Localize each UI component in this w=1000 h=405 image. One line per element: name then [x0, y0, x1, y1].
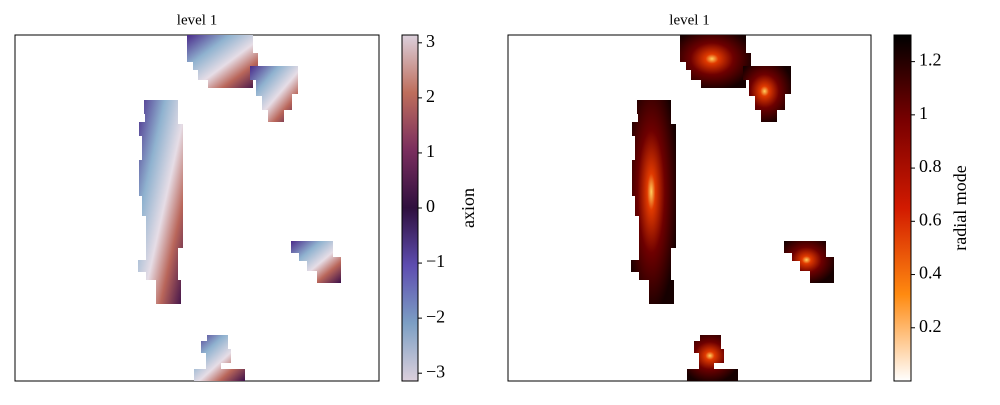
axes-frame — [507, 34, 872, 382]
colorbar — [401, 34, 419, 382]
colorbar-tick-label: 0.4 — [919, 263, 942, 283]
field-region — [631, 35, 834, 381]
colorbar-tick-label: 0.2 — [919, 316, 942, 336]
colorbar — [893, 34, 912, 382]
colorbar-tick-label: 3 — [426, 31, 435, 51]
colorbar-label: axion — [458, 188, 478, 228]
axes-frame — [14, 34, 380, 382]
colorbar-tick-label: 1.2 — [919, 50, 942, 70]
field-region — [138, 35, 341, 381]
colorbar-tick-label: −1 — [426, 251, 445, 271]
colorbar-tick-label: −2 — [426, 306, 445, 326]
colorbar-tick-label: 0.8 — [919, 156, 942, 176]
colorbar-tick-label: 1 — [426, 141, 435, 161]
panel-title: level 1 — [177, 12, 217, 28]
colorbar-tick-label: 2 — [426, 86, 435, 106]
panel-title: level 1 — [669, 12, 709, 28]
colorbar-label: radial mode — [950, 165, 970, 250]
colorbar-tick-label: 0.6 — [919, 209, 942, 229]
colorbar-tick-label: −3 — [426, 361, 445, 381]
colorbar-tick-label: 1 — [919, 103, 928, 123]
colorbar-tick-label: 0 — [426, 196, 435, 216]
